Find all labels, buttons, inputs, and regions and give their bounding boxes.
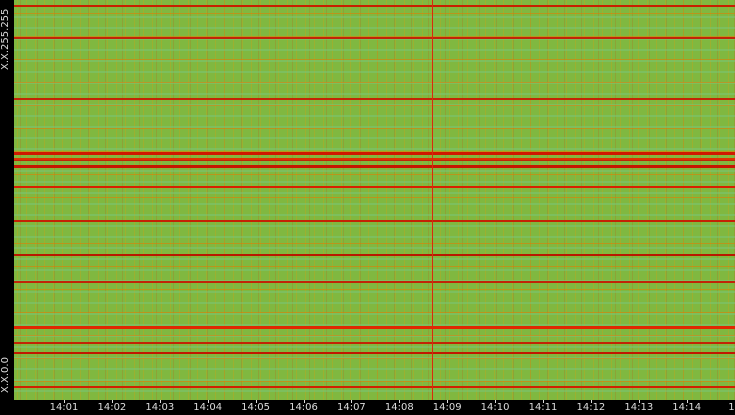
marker-line: [432, 0, 433, 400]
x-tick-label: 14:10: [480, 402, 510, 413]
x-tick-label: 14:11: [528, 402, 558, 413]
stripe: [14, 186, 735, 188]
stripe: [14, 386, 735, 388]
x-tick: [447, 400, 449, 403]
x-tick: [686, 400, 688, 403]
x-tick-label: 14:01: [49, 402, 79, 413]
x-tick: [351, 400, 353, 403]
y-bottom-label: X.X.0.0: [0, 357, 11, 393]
x-tick-label: 14:05: [241, 402, 271, 413]
stripe: [14, 158, 735, 160]
x-tick-label: 14:13: [624, 402, 654, 413]
heatmap: [14, 0, 735, 400]
x-tick: [399, 400, 401, 403]
x-tick-label: 14:12: [576, 402, 606, 413]
x-tick: [495, 400, 497, 403]
x-tick: [255, 400, 257, 403]
x-tick: [64, 400, 65, 403]
x-tick: [303, 400, 305, 403]
x-tick: [111, 400, 113, 403]
stripe: [14, 152, 735, 155]
x-tick-label: 14:04: [193, 402, 223, 413]
y-top-label: X.X.255.255: [0, 8, 11, 70]
stripe: [14, 352, 735, 354]
x-tick-label: 14: [728, 402, 735, 413]
x-tick-label: 14:03: [145, 402, 175, 413]
x-tick: [590, 400, 592, 403]
x-tick-label: 14:07: [336, 402, 366, 413]
x-tick-label: 14:02: [97, 402, 127, 413]
x-tick-label: 14:06: [289, 402, 318, 413]
x-tick-label: 14:14: [672, 402, 702, 413]
stripe: [14, 165, 735, 168]
x-tick: [543, 400, 544, 403]
stripe: [14, 5, 735, 7]
stripe: [14, 254, 735, 256]
stripe: [14, 326, 735, 329]
x-tick-label: 14:09: [432, 402, 462, 413]
x-tick-label: 14:08: [384, 402, 414, 413]
x-tick: [638, 400, 640, 403]
x-tick: [207, 400, 209, 403]
x-tick: [159, 400, 161, 403]
